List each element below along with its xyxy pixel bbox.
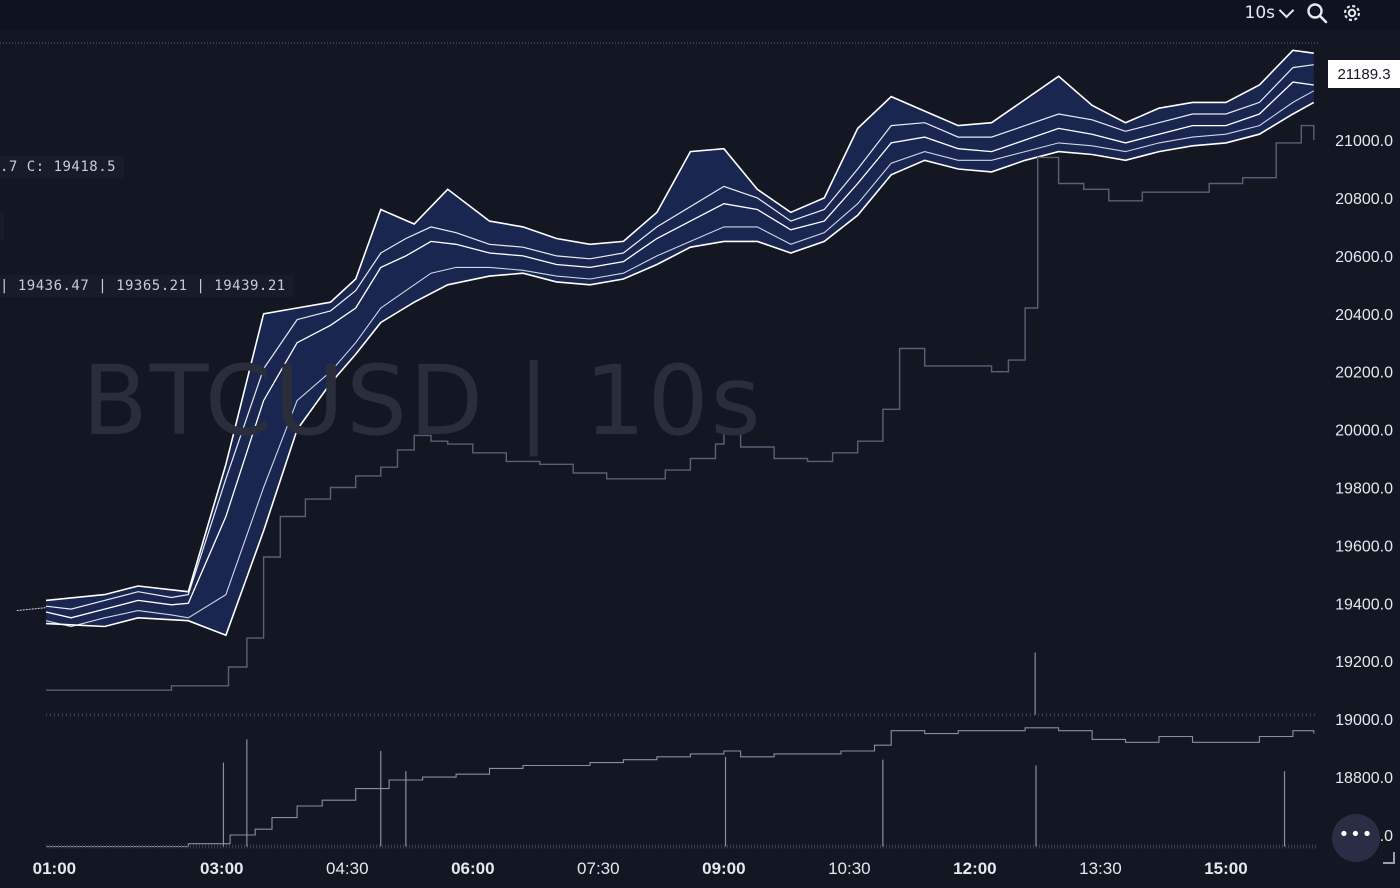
y-tick-label: 18800.0: [1335, 770, 1393, 787]
series-lower-indicator: [46, 727, 1315, 848]
more-options-button[interactable]: •••: [1332, 814, 1380, 862]
x-tick-label: 12:00: [953, 859, 996, 878]
x-tick-label: 10:30: [828, 859, 871, 878]
series-step-line: [46, 124, 1315, 691]
series-band-upper: [45, 49, 1314, 602]
legend-indicator-stub: [0, 212, 4, 240]
series-price-upper: [45, 64, 1314, 610]
y-tick-label: 20200.0: [1335, 365, 1393, 382]
resize-handle-icon[interactable]: [1383, 852, 1395, 864]
y-tick-label: 20600.0: [1335, 249, 1393, 266]
y-tick-label: 19400.0: [1335, 596, 1393, 613]
x-tick-label: 04:30: [326, 859, 369, 878]
x-tick-label: 07:30: [577, 859, 620, 878]
series-price-mid: [45, 81, 1314, 619]
interval-selector[interactable]: 10s: [1244, 0, 1295, 26]
legend-ohlc: .7 C: 19418.5: [0, 156, 125, 178]
top-toolbar: [0, 0, 1400, 30]
y-tick-label: 20000.0: [1335, 423, 1393, 440]
y-tick-label: 20800.0: [1335, 191, 1393, 208]
x-tick-label: 03:00: [200, 859, 243, 878]
series-price-lower: [45, 90, 1315, 628]
more-dots-icon: •••: [1338, 824, 1374, 845]
last-price-tag: 21189.3: [1328, 60, 1400, 88]
interval-label: 10s: [1244, 3, 1276, 23]
y-tick-label: 19000.0: [1335, 712, 1393, 729]
x-tick-label: 09:00: [702, 859, 745, 878]
y-tick-label: 20400.0: [1335, 307, 1393, 324]
legend-indicator-values: | 19436.47 | 19365.21 | 19439.21: [0, 275, 294, 297]
symbol-watermark: BTCUSD | 10s: [82, 345, 763, 457]
band-fill: [46, 50, 1314, 636]
y-tick-label: 19200.0: [1335, 654, 1393, 671]
search-icon[interactable]: [1306, 2, 1328, 24]
y-tick-label: 19600.0: [1335, 538, 1393, 555]
x-tick-label: 13:30: [1079, 859, 1122, 878]
pre-session-line: [16, 607, 47, 612]
y-tick-label: 21000.0: [1335, 133, 1393, 150]
x-tick-label: 01:00: [33, 859, 76, 878]
x-tick-label: 06:00: [451, 859, 494, 878]
gear-icon[interactable]: [1340, 1, 1364, 25]
series-band-lower: [45, 101, 1315, 637]
y-tick-label: 19800.0: [1335, 481, 1393, 498]
x-tick-label: 15:00: [1204, 859, 1247, 878]
